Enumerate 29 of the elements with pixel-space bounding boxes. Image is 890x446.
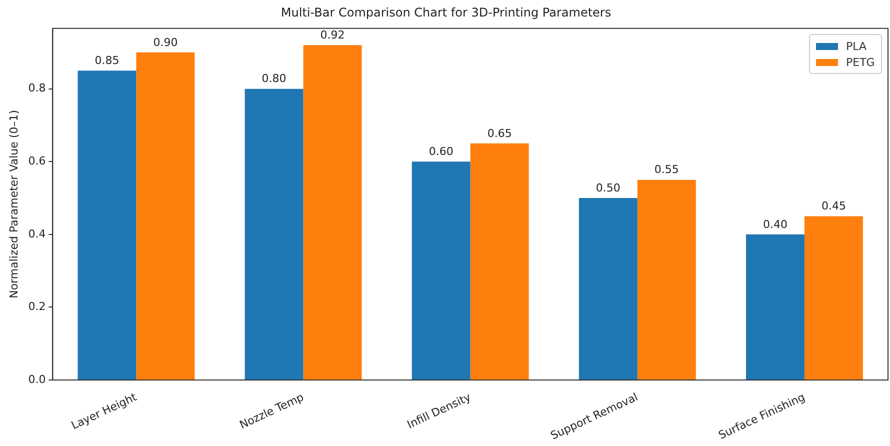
y-tick-label: 0.4 — [28, 227, 46, 240]
bar — [578, 198, 638, 380]
bar — [303, 45, 362, 380]
data-label: 0.50 — [596, 181, 620, 194]
data-label: 0.45 — [821, 200, 846, 213]
y-tick-label: 0.6 — [28, 154, 46, 168]
data-label: 0.55 — [654, 163, 679, 176]
bar — [746, 234, 804, 380]
legend-label: PLA — [846, 40, 867, 53]
bar — [78, 70, 136, 380]
data-label: 0.65 — [487, 126, 512, 140]
y-tick-label: 0.2 — [28, 300, 46, 314]
y-tick-label: 0.8 — [28, 82, 46, 95]
data-label: 0.40 — [762, 218, 788, 231]
y-axis-title: Normalized Parameter Value (0–1) — [7, 110, 20, 298]
data-label: 0.60 — [428, 144, 454, 158]
data-label: 0.80 — [262, 72, 286, 86]
bar — [136, 52, 195, 380]
chart-title: Multi-Bar Comparison Chart for 3D-Printing Parameters — [280, 5, 612, 20]
bar — [470, 143, 529, 380]
data-label: 0.92 — [320, 28, 345, 42]
bar — [637, 180, 696, 380]
bar — [412, 162, 470, 380]
bar — [804, 216, 863, 380]
data-label: 0.90 — [153, 36, 178, 49]
legend-label: PETG — [846, 56, 875, 69]
data-label: 0.85 — [94, 54, 120, 67]
y-tick-label: 0.0 — [28, 372, 46, 386]
bar — [244, 88, 304, 380]
